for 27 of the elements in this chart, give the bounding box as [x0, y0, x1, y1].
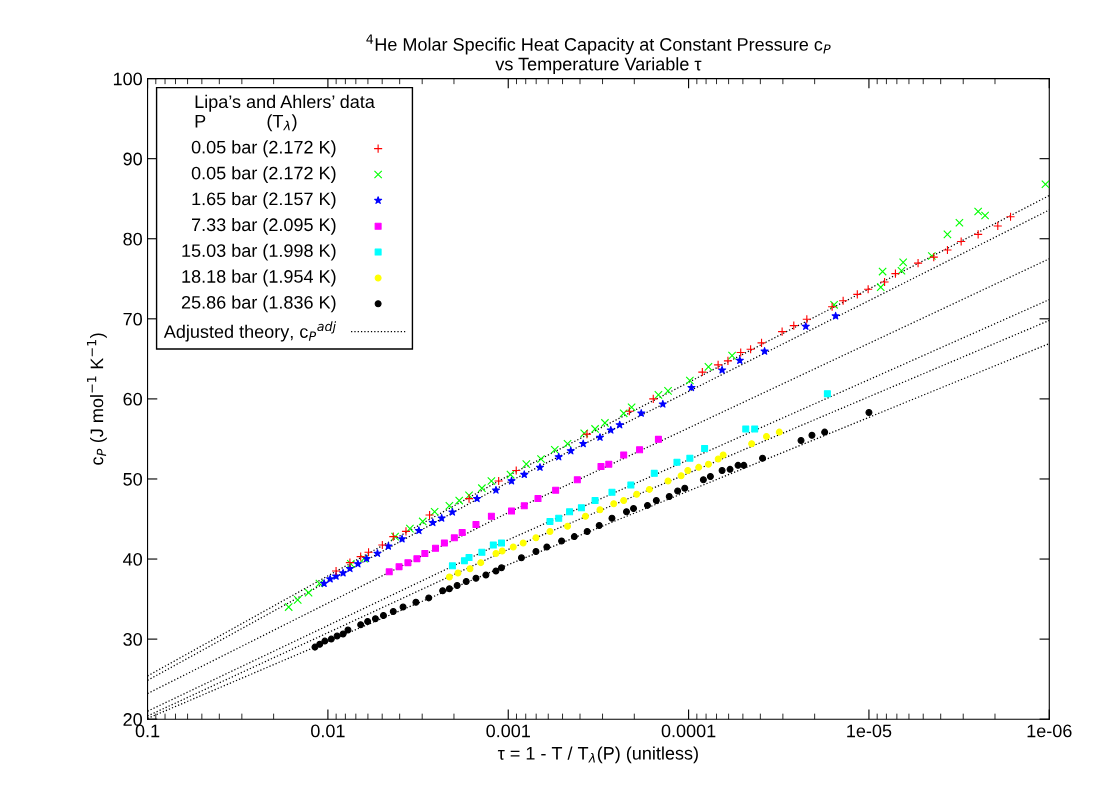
legend-label: Adjusted theory, c$_{P}$$^{adj}$	[163, 321, 337, 342]
legend-label: 7.33 bar (2.095 K)	[192, 217, 336, 235]
x-tick-label: 0.1	[135, 724, 160, 738]
x-tick-label: 1e-05	[847, 724, 892, 738]
legend-label: 15.03 bar (1.998 K)	[182, 243, 336, 261]
legend-label: 0.05 bar (2.172 K)	[191, 140, 336, 158]
y-tick-label: 90	[123, 152, 142, 166]
x-axis-title: τ = 1 - T / T$_{λ}$(P) (unitless)	[497, 746, 698, 764]
y-tick-label: 70	[123, 312, 142, 326]
y-tick-label: 30	[123, 633, 142, 646]
legend-label: 18.18 bar (1.954 K)	[182, 269, 336, 287]
legend-label: 1.65 bar (2.157 K)	[192, 192, 336, 209]
y-tick-label: 80	[123, 232, 142, 246]
chart-title: $^{4}$He Molar Specific Heat Capacity at Constant Pressure c$_{P}$ vs Temperature Variable τ	[366, 34, 831, 75]
x-tick-label: 0.0001	[661, 724, 716, 738]
y-tick-label: 40	[123, 552, 142, 566]
x-tick-label: 0.01	[311, 724, 345, 738]
y-tick-label: 100	[113, 72, 142, 86]
legend-title: Lipa’s and Ahlers’ data P (T$_{λ}$)	[195, 94, 375, 132]
legend-label: 25.86 bar (1.836 K)	[181, 295, 336, 313]
y-tick-label: 20	[123, 713, 142, 726]
y-tick-label: 60	[123, 392, 142, 406]
legend-label: 0.05 bar (2.172 K)	[191, 166, 336, 183]
x-tick-label: 1e-06	[1027, 724, 1072, 738]
y-tick-label: 50	[123, 472, 142, 486]
x-tick-label: 0.001	[486, 724, 530, 738]
y-axis-title: c$_{P}$ (J mol$^{−1}$ K$^{−1}$)	[86, 333, 107, 465]
